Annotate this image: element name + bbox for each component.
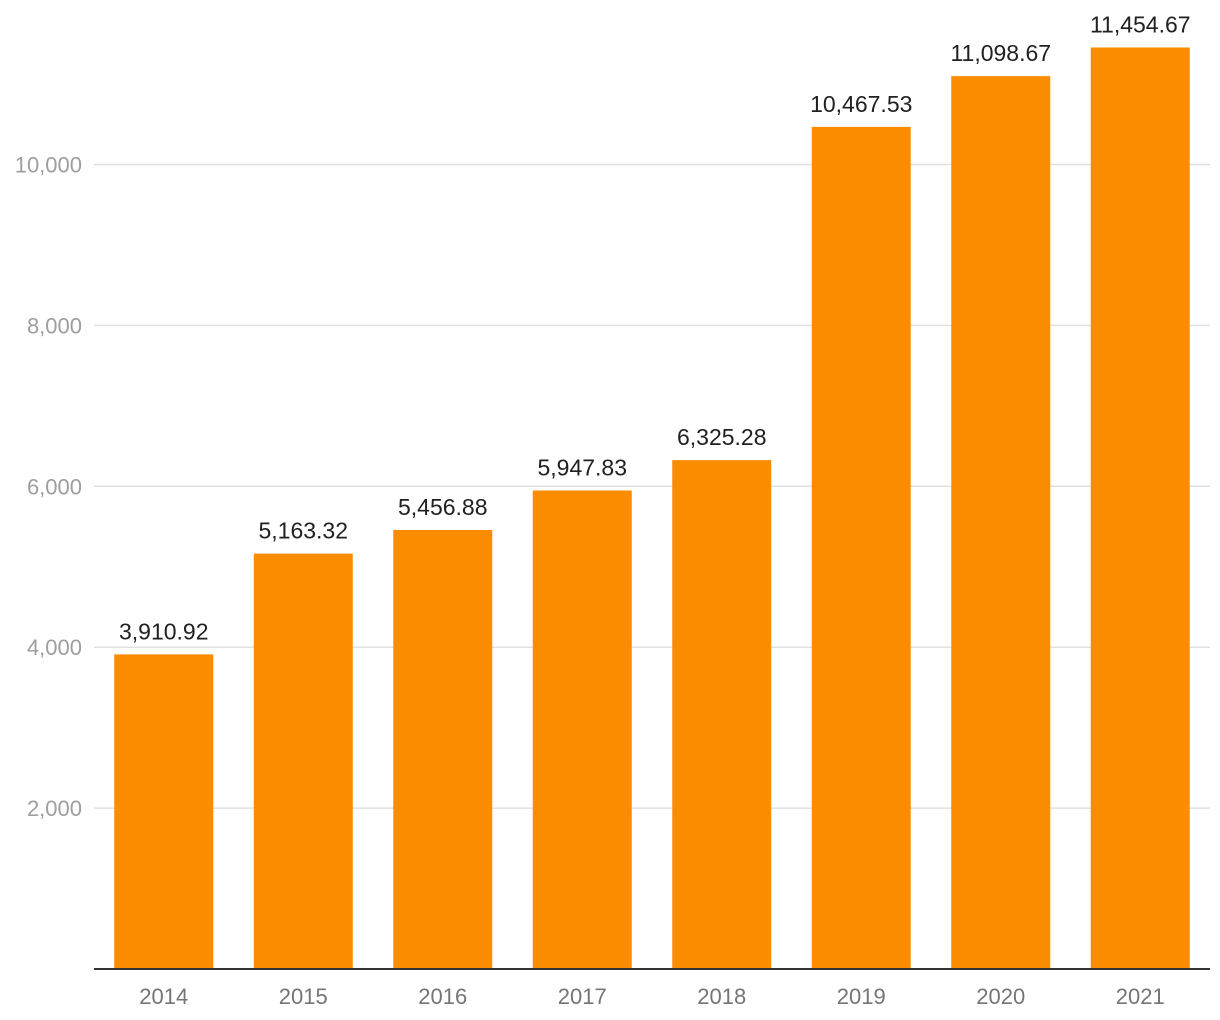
bar-2019 bbox=[811, 126, 911, 970]
bar-2014 bbox=[114, 654, 214, 969]
x-tick-label-2016: 2016 bbox=[418, 984, 467, 1009]
bar-2018 bbox=[672, 460, 772, 969]
x-tick-label-2021: 2021 bbox=[1116, 984, 1165, 1009]
y-axis-ticks: 2,000 4,000 6,000 8,000 10,000 bbox=[15, 153, 82, 822]
y-tick-label: 2,000 bbox=[27, 796, 82, 821]
bar-2015 bbox=[253, 553, 353, 969]
data-label-2015: 5,163.32 bbox=[258, 518, 348, 544]
bar-2016 bbox=[393, 529, 493, 969]
data-label-2019: 10,467.53 bbox=[810, 91, 912, 117]
x-tick-label-2014: 2014 bbox=[139, 984, 188, 1009]
x-tick-label-2017: 2017 bbox=[558, 984, 607, 1009]
data-label-2021: 11,454.67 bbox=[1090, 11, 1191, 37]
y-tick-label: 8,000 bbox=[27, 313, 82, 338]
x-tick-label-2020: 2020 bbox=[976, 984, 1025, 1009]
x-axis-ticks: 2014 2015 2016 2017 2018 2019 2020 2021 bbox=[139, 984, 1164, 1009]
bar-2021 bbox=[1090, 47, 1190, 969]
data-label-2020: 11,098.67 bbox=[950, 40, 1051, 66]
x-tick-label-2018: 2018 bbox=[697, 984, 746, 1009]
data-label-2017: 5,947.83 bbox=[537, 454, 627, 480]
x-tick-label-2015: 2015 bbox=[279, 984, 328, 1009]
bar-2017 bbox=[532, 490, 632, 969]
y-tick-label: 10,000 bbox=[15, 153, 82, 178]
data-label-2018: 6,325.28 bbox=[677, 424, 767, 450]
bars bbox=[114, 47, 1190, 970]
y-tick-label: 4,000 bbox=[27, 635, 82, 660]
y-tick-label: 6,000 bbox=[27, 474, 82, 499]
x-tick-label-2019: 2019 bbox=[837, 984, 886, 1009]
bar-2020 bbox=[951, 76, 1051, 969]
data-labels: 3,910.92 5,163.32 5,456.88 5,947.83 6,325.28… bbox=[119, 11, 1191, 644]
data-label-2016: 5,456.88 bbox=[398, 494, 488, 520]
data-label-2014: 3,910.92 bbox=[119, 618, 209, 644]
